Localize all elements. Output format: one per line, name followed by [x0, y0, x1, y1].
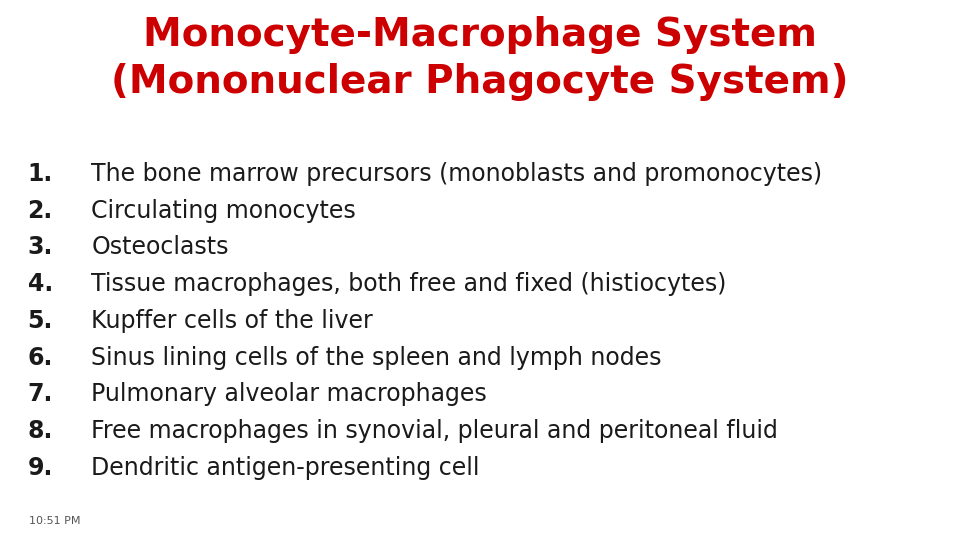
- Text: Tissue macrophages, both free and fixed (histiocytes): Tissue macrophages, both free and fixed …: [91, 272, 727, 296]
- Text: 4.: 4.: [28, 272, 53, 296]
- Text: 10:51 PM: 10:51 PM: [29, 516, 81, 526]
- Text: 9.: 9.: [28, 456, 53, 480]
- Text: 6.: 6.: [28, 346, 53, 369]
- Text: 3.: 3.: [28, 235, 53, 259]
- Text: 7.: 7.: [28, 382, 53, 406]
- Text: Osteoclasts: Osteoclasts: [91, 235, 228, 259]
- Text: The bone marrow precursors (monoblasts and promonocytes): The bone marrow precursors (monoblasts a…: [91, 162, 823, 186]
- Text: 5.: 5.: [28, 309, 53, 333]
- Text: 2.: 2.: [28, 199, 53, 222]
- Text: Sinus lining cells of the spleen and lymph nodes: Sinus lining cells of the spleen and lym…: [91, 346, 661, 369]
- Text: Circulating monocytes: Circulating monocytes: [91, 199, 356, 222]
- Text: Monocyte-Macrophage System
(Mononuclear Phagocyte System): Monocyte-Macrophage System (Mononuclear …: [111, 16, 849, 101]
- Text: Dendritic antigen-presenting cell: Dendritic antigen-presenting cell: [91, 456, 480, 480]
- Text: 1.: 1.: [28, 162, 53, 186]
- Text: 8.: 8.: [28, 419, 53, 443]
- Text: Kupffer cells of the liver: Kupffer cells of the liver: [91, 309, 372, 333]
- Text: Pulmonary alveolar macrophages: Pulmonary alveolar macrophages: [91, 382, 487, 406]
- Text: Free macrophages in synovial, pleural and peritoneal fluid: Free macrophages in synovial, pleural an…: [91, 419, 778, 443]
